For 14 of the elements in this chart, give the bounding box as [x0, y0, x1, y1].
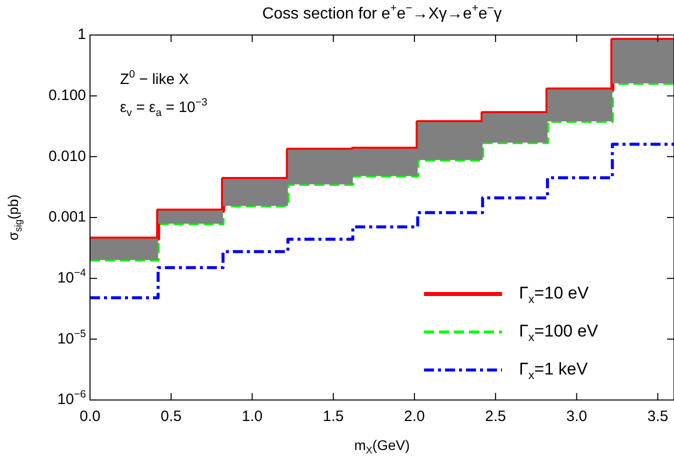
y-tick-label: 0.010: [48, 148, 86, 165]
y-tick-label: 0.001: [48, 208, 86, 226]
x-tick-label: 2.5: [485, 408, 506, 426]
x-tick-label: 0.0: [80, 408, 100, 426]
y-tick-label: 0.100: [48, 86, 86, 104]
x-tick-label: 1.5: [322, 408, 344, 426]
y-tick-label: 1: [78, 26, 86, 44]
x-tick-label: 0.5: [160, 408, 182, 426]
x-tick-label: 2.0: [404, 408, 425, 426]
chart-title: Coss section for e+e−→Xγ→e+e−γ: [262, 2, 502, 22]
y-axis-title: σsig(pb): [4, 194, 25, 241]
x-tick-label: 1.0: [242, 408, 263, 426]
x-tick-label: 3.0: [566, 408, 588, 426]
x-tick-label: 3.5: [647, 408, 668, 426]
